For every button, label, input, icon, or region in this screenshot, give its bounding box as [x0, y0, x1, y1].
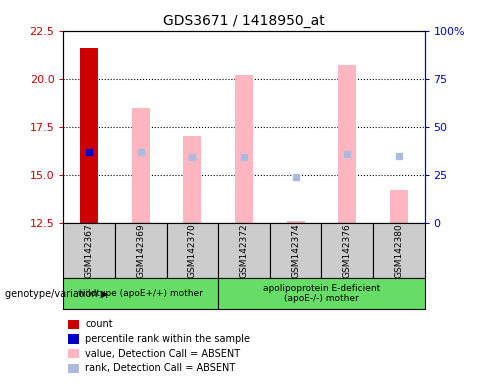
Text: genotype/variation ▶: genotype/variation ▶	[5, 289, 108, 299]
Title: GDS3671 / 1418950_at: GDS3671 / 1418950_at	[163, 14, 325, 28]
Text: value, Detection Call = ABSENT: value, Detection Call = ABSENT	[85, 349, 241, 359]
Bar	[373, 223, 425, 278]
Text: GSM142376: GSM142376	[343, 223, 352, 278]
Bar	[338, 65, 356, 223]
Bar	[166, 223, 218, 278]
Text: percentile rank within the sample: percentile rank within the sample	[85, 334, 250, 344]
Text: count: count	[85, 319, 113, 329]
Bar	[270, 223, 322, 278]
Bar	[218, 223, 270, 278]
Text: wildtype (apoE+/+) mother: wildtype (apoE+/+) mother	[79, 289, 203, 298]
Bar	[390, 190, 408, 223]
Text: GSM142374: GSM142374	[291, 223, 300, 278]
Text: apolipoprotein E-deficient
(apoE-/-) mother: apolipoprotein E-deficient (apoE-/-) mot…	[263, 284, 380, 303]
Text: GSM142380: GSM142380	[394, 223, 403, 278]
Text: GSM142372: GSM142372	[240, 223, 248, 278]
Text: GSM142370: GSM142370	[188, 223, 197, 278]
Bar	[63, 223, 115, 278]
Text: rank, Detection Call = ABSENT: rank, Detection Call = ABSENT	[85, 363, 236, 373]
Bar	[286, 221, 305, 223]
Bar	[132, 108, 150, 223]
Bar	[115, 223, 166, 278]
Bar	[235, 75, 253, 223]
Bar	[322, 223, 373, 278]
Bar	[63, 278, 218, 309]
Bar	[218, 278, 425, 309]
Bar	[183, 136, 202, 223]
Bar	[80, 48, 98, 223]
Text: GSM142367: GSM142367	[85, 223, 94, 278]
Text: GSM142369: GSM142369	[136, 223, 145, 278]
